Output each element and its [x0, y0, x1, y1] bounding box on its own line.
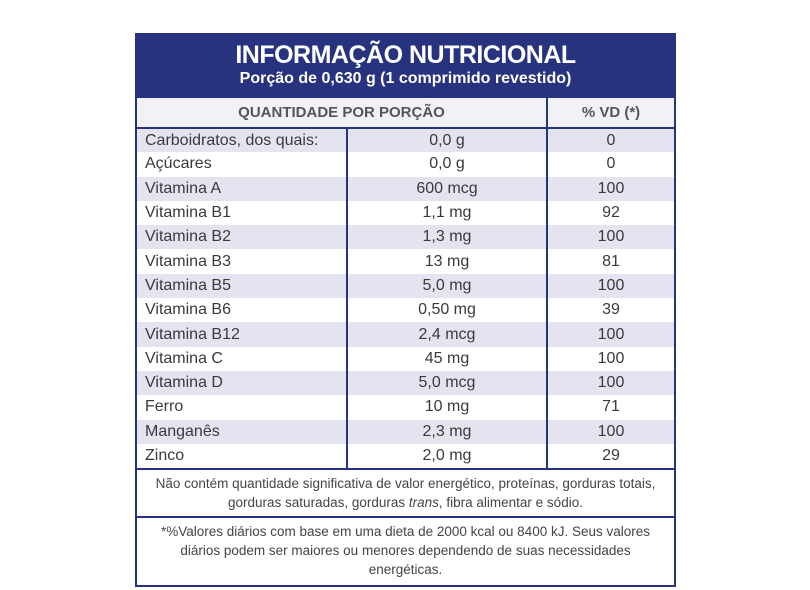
nutrient-name: Manganês — [137, 419, 348, 444]
nutrient-name: Vitamina C — [137, 346, 348, 371]
table-row: Manganês 2,3 mg 100 — [137, 419, 674, 444]
table-row: Vitamina B6 0,50 mg 39 — [137, 298, 674, 323]
quantity: 2,0 mg — [347, 443, 548, 469]
daily-value: 100 — [547, 370, 674, 396]
daily-value: 92 — [602, 204, 620, 222]
quantity: 0,0 g — [347, 152, 548, 177]
note-italic: trans — [408, 495, 439, 511]
nutrient-name: Carboidratos, dos quais: — [137, 128, 348, 153]
note-text: , fibra alimentar e sódio. — [438, 495, 583, 511]
daily-value: 100 — [547, 225, 674, 250]
daily-value: 0 — [606, 155, 616, 173]
quantity: 45 mg — [347, 346, 548, 371]
nutrient-name: Zinco — [137, 443, 348, 469]
daily-value: 100 — [547, 176, 674, 201]
nutrition-table: QUANTIDADE POR PORÇÃO % VD (*) Carboidra… — [137, 98, 674, 469]
table-row: Ferro 10 mg 71 — [137, 395, 674, 420]
quantity: 10 mg — [347, 395, 548, 420]
nutrient-name: Vitamina B12 — [137, 322, 348, 347]
column-header: QUANTIDADE POR PORÇÃO — [137, 98, 548, 129]
nutrient-name: Vitamina B1 — [137, 200, 348, 226]
table-row: Vitamina C 45 mg 100 — [137, 346, 674, 371]
daily-value: 0 — [547, 128, 674, 153]
subtitle: Porção de 0,630 g (1 comprimido revestid… — [239, 70, 572, 87]
quantity: 5,0 mcg — [347, 370, 548, 396]
table-row: Vitamina A 600 mcg 100 — [137, 176, 674, 201]
daily-value: 100 — [547, 273, 674, 299]
column-header-row: QUANTIDADE POR PORÇÃO % VD (*) — [137, 98, 674, 129]
title: INFORMAÇÃO NUTRICIONAL — [235, 41, 576, 69]
quantity: 2,4 mcg — [347, 322, 548, 347]
nutrient-name: Ferro — [137, 395, 348, 420]
table-row: Vitamina B2 1,3 mg 100 — [137, 225, 674, 250]
quantity: 13 mg — [347, 249, 548, 274]
nutrition-label: INFORMAÇÃO NUTRICIONAL Porção de 0,630 g… — [135, 33, 676, 588]
note-text: Não contém quantidade significativa de v… — [155, 476, 656, 511]
quantity: 0,0 g — [347, 128, 548, 153]
nutrient-name: Vitamina B5 — [137, 273, 348, 299]
daily-value: 100 — [547, 322, 674, 347]
nutrient-name: Açúcares — [137, 152, 348, 177]
nutrient-name: Vitamina B2 — [137, 225, 348, 250]
note: Não contém quantidade significativa de v… — [137, 468, 674, 516]
column-header: % VD (*) — [547, 98, 674, 129]
quantity: 1,1 mg — [347, 200, 548, 226]
nutrient-name: Vitamina A — [137, 176, 348, 201]
nutrient-name: Vitamina B6 — [137, 298, 348, 323]
table-row: Açúcares 0,0 g 0 — [137, 152, 674, 177]
daily-value: 29 — [602, 447, 620, 464]
daily-value: 71 — [602, 398, 620, 416]
daily-value: 39 — [602, 301, 620, 319]
nutrient-name: Vitamina B3 — [137, 249, 348, 274]
table-row: Vitamina B5 5,0 mg 100 — [137, 273, 674, 299]
daily-value: 100 — [547, 419, 674, 444]
nutrient-name: Vitamina D — [137, 370, 348, 396]
daily-value: 81 — [602, 252, 620, 270]
table-row: Vitamina B1 1,1 mg 92 — [137, 200, 674, 226]
label-header: INFORMAÇÃO NUTRICIONAL Porção de 0,630 g… — [137, 35, 674, 98]
daily-value: 100 — [597, 349, 625, 367]
table-row: Zinco 2,0 mg 29 — [137, 443, 674, 469]
quantity: 2,3 mg — [347, 419, 548, 444]
quantity: 5,0 mg — [347, 273, 548, 299]
footnote: *%Valores diários com base em uma dieta … — [137, 516, 674, 585]
table-row: Vitamina D 5,0 mcg 100 — [137, 370, 674, 396]
quantity: 600 mcg — [347, 176, 548, 201]
quantity: 0,50 mg — [347, 298, 548, 323]
quantity: 1,3 mg — [347, 225, 548, 250]
table-row: Vitamina B12 2,4 mcg 100 — [137, 322, 674, 347]
table-row: Vitamina B3 13 mg 81 — [137, 249, 674, 274]
